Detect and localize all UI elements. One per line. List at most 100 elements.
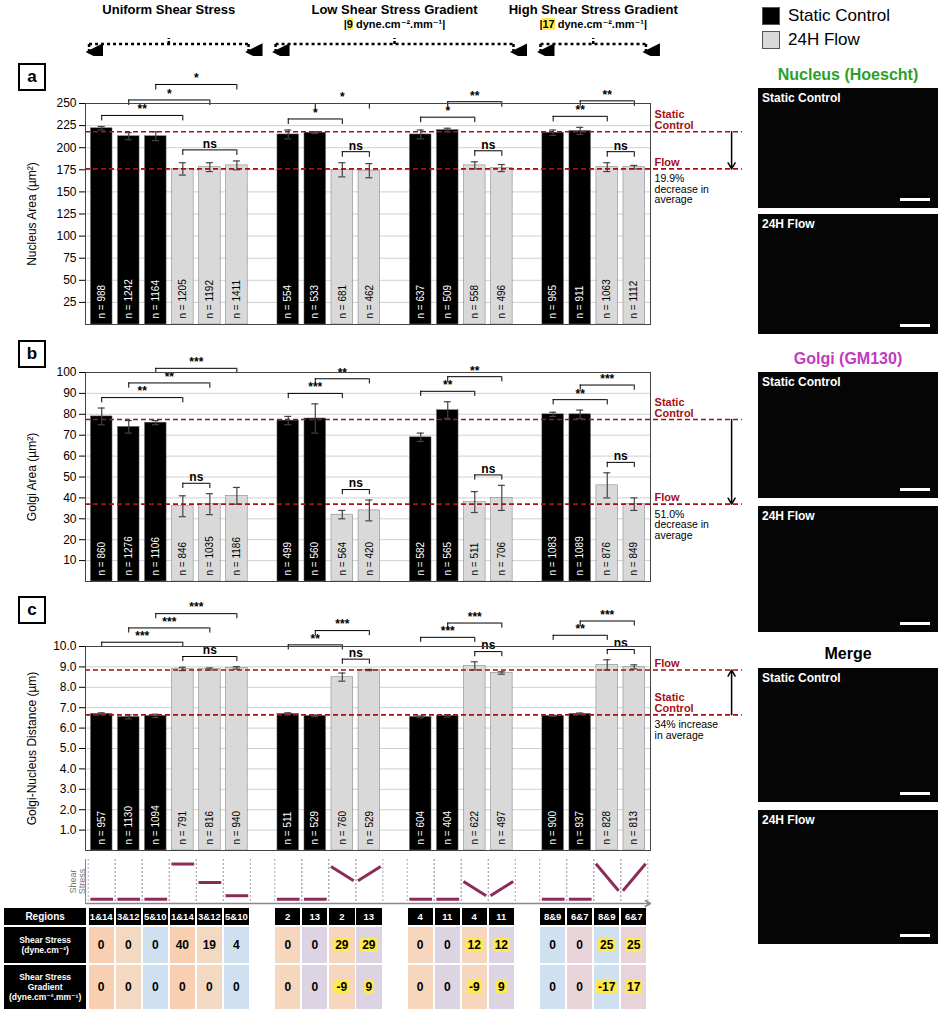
svg-text:n = 497: n = 497 [496, 810, 507, 844]
svg-text:n = 558: n = 558 [469, 284, 480, 318]
svg-text:n = 760: n = 760 [337, 810, 348, 844]
svg-text:n = 533: n = 533 [309, 284, 320, 318]
svg-text:n = 496: n = 496 [496, 284, 507, 318]
svg-text:**: ** [165, 370, 175, 384]
svg-text:n = 1112: n = 1112 [628, 280, 639, 318]
svg-text:StaticControl: StaticControl [655, 691, 694, 714]
svg-text:150: 150 [56, 185, 76, 199]
svg-text:*: * [313, 106, 318, 120]
svg-text:3.0: 3.0 [60, 782, 77, 796]
svg-text:30: 30 [63, 512, 77, 526]
svg-text:6.0: 6.0 [60, 721, 77, 735]
svg-text:25: 25 [63, 295, 77, 309]
svg-text:n = 1130: n = 1130 [123, 806, 134, 845]
svg-text:n = 681: n = 681 [337, 284, 348, 318]
svg-text:*: * [340, 90, 345, 104]
svg-text:n = 965: n = 965 [547, 284, 558, 318]
svg-text:Golgi Area (µm²): Golgi Area (µm²) [25, 433, 39, 521]
svg-text:***: *** [335, 617, 349, 631]
svg-text:ns: ns [189, 470, 203, 484]
svg-text:Flow: Flow [655, 156, 680, 168]
svg-text:n = 564: n = 564 [337, 541, 348, 575]
svg-text:125: 125 [56, 207, 76, 221]
svg-text:1.0: 1.0 [60, 823, 77, 837]
svg-text:10: 10 [63, 553, 77, 567]
svg-text:n = 462: n = 462 [364, 284, 375, 318]
svg-text:**: ** [603, 88, 613, 102]
svg-text:n = 529: n = 529 [309, 810, 320, 844]
svg-text:ns: ns [349, 476, 363, 490]
svg-text:60: 60 [63, 449, 77, 463]
svg-text:225: 225 [56, 118, 76, 132]
svg-text:**: ** [138, 384, 148, 398]
svg-text:n = 554: n = 554 [282, 284, 293, 318]
svg-text:ns: ns [481, 138, 495, 152]
svg-text:n = 816: n = 816 [204, 810, 215, 844]
svg-text:n = 637: n = 637 [415, 284, 426, 318]
svg-text:51.0%decrease inaverage: 51.0%decrease inaverage [655, 508, 709, 541]
svg-text:ns: ns [203, 137, 217, 151]
svg-text:n = 1411: n = 1411 [231, 280, 242, 319]
svg-text:*: * [194, 71, 199, 85]
svg-text:7.0: 7.0 [60, 701, 77, 715]
svg-text:n = 813: n = 813 [628, 810, 639, 844]
svg-text:ns: ns [481, 638, 495, 652]
svg-text:100: 100 [56, 365, 76, 379]
svg-text:n = 791: n = 791 [177, 810, 188, 844]
svg-text:n = 420: n = 420 [364, 541, 375, 575]
svg-text:ns: ns [614, 636, 628, 650]
svg-text:ns: ns [481, 462, 495, 476]
svg-text:8.0: 8.0 [60, 680, 77, 694]
svg-text:ns: ns [349, 139, 363, 153]
svg-text:***: *** [189, 355, 203, 369]
svg-text:***: *** [189, 600, 203, 614]
svg-text:StaticControl: StaticControl [655, 108, 694, 131]
svg-text:n = 499: n = 499 [282, 541, 293, 575]
svg-text:n = 1035: n = 1035 [204, 536, 215, 576]
svg-text:n = 1089: n = 1089 [574, 536, 585, 576]
svg-text:n = 404: n = 404 [442, 810, 453, 844]
svg-text:***: *** [308, 380, 322, 394]
svg-text:ns: ns [203, 643, 217, 657]
svg-text:***: *** [135, 629, 149, 643]
svg-text:2.0: 2.0 [60, 803, 77, 817]
svg-text:n = 988: n = 988 [96, 284, 107, 318]
svg-text:50: 50 [63, 273, 77, 287]
svg-text:100: 100 [56, 229, 76, 243]
svg-text:**: ** [470, 364, 480, 378]
svg-text:n = 1276: n = 1276 [123, 536, 134, 576]
svg-text:**: ** [311, 632, 321, 646]
svg-text:n = 1094: n = 1094 [150, 805, 161, 845]
svg-text:***: *** [600, 372, 614, 386]
svg-text:*: * [167, 87, 172, 101]
svg-text:n = 849: n = 849 [628, 541, 639, 575]
svg-text:n = 604: n = 604 [415, 810, 426, 844]
svg-text:ns: ns [614, 449, 628, 463]
svg-text:**: ** [470, 89, 480, 103]
svg-text:n = 911: n = 911 [574, 285, 585, 318]
svg-text:n = 1106: n = 1106 [150, 537, 161, 576]
svg-text:75: 75 [63, 251, 77, 265]
svg-text:**: ** [443, 378, 453, 392]
svg-text:Golgi-Nucleus Distance (µm): Golgi-Nucleus Distance (µm) [25, 672, 39, 826]
svg-text:n = 1083: n = 1083 [547, 536, 558, 576]
svg-text:n = 860: n = 860 [96, 541, 107, 575]
svg-text:Flow: Flow [655, 491, 680, 503]
svg-text:***: *** [441, 624, 455, 638]
svg-text:n = 622: n = 622 [469, 810, 480, 844]
svg-text:**: ** [576, 103, 586, 117]
svg-text:n = 1186: n = 1186 [231, 537, 242, 576]
svg-text:n = 509: n = 509 [442, 284, 453, 318]
svg-text:80: 80 [63, 407, 77, 421]
svg-text:34% increasein average: 34% increasein average [655, 718, 719, 741]
svg-text:***: *** [468, 610, 482, 624]
svg-text:90: 90 [63, 386, 77, 400]
svg-text:n = 876: n = 876 [601, 541, 612, 575]
svg-text:n = 565: n = 565 [442, 541, 453, 575]
svg-text:***: *** [162, 615, 176, 629]
svg-text:ns: ns [614, 139, 628, 153]
svg-text:20: 20 [63, 533, 77, 547]
svg-text:9.0: 9.0 [60, 660, 77, 674]
svg-text:19.9%decrease inaverage: 19.9%decrease inaverage [655, 172, 709, 205]
svg-text:250: 250 [56, 96, 76, 110]
